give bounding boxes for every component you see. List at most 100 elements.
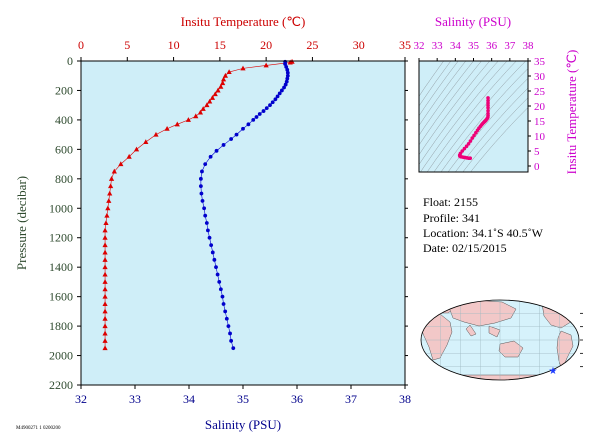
temperature-point [102,323,108,329]
temperature-point [107,190,113,196]
date-text: Date: 02/15/2015 [423,241,507,255]
isopycnal-curve [440,68,528,172]
temperature-point [133,146,140,152]
salinity-point [254,115,259,119]
ts-salinity-tick-label: 33 [432,40,444,52]
ts-point [462,146,467,151]
temperature-point [104,212,110,218]
salinity-point [273,97,278,102]
temperature-point [102,345,108,351]
salinity-tick-label: 38 [399,392,411,406]
salinity-point [200,169,204,174]
temperature-point [287,59,293,65]
temperature-point [103,220,109,225]
temperature-point [200,106,206,111]
salinity-point [226,324,231,328]
pressure-tick-label: 800 [55,172,73,186]
profile-plot-ticks: 0200400600800100012001400160018002000220… [49,38,411,406]
temperature-point [220,76,227,82]
isopycnal-curve [462,97,528,172]
temperature-tick-label: 5 [124,38,130,52]
pressure-axis-title: Pressure (decibar) [14,176,29,270]
temperature-point [240,65,246,71]
temperature-point [102,249,108,255]
ts-temperature-tick-label: 5 [534,146,540,158]
salinity-point [203,162,208,166]
temperature-point [102,315,108,321]
isopycnal-curve [426,61,517,172]
salinity-point [221,302,226,306]
map-asia [445,300,517,327]
map-graticule [421,300,579,380]
temperature-point [153,131,159,137]
temperature-point [102,242,108,248]
salinity-point [224,316,229,321]
ts-temperature-axis-title: Insitu Temperature (℃) [564,50,579,175]
temperature-axis-title: Insitu Temperature (℃) [181,14,306,29]
temperature-tick-label: 10 [168,38,180,52]
salinity-point [214,265,218,270]
profile-plot-background [81,61,405,385]
salinity-point [202,206,207,211]
ts-point [468,139,473,143]
ts-point [468,156,473,160]
profile-plot: 0200400600800100012001400160018002000220… [14,14,411,432]
ts-point [472,133,476,138]
temperature-point [102,227,108,233]
map-africa [421,313,453,361]
temperature-tick-label: 25 [306,38,318,52]
salinity-tick-label: 36 [291,392,303,406]
ts-diagram-series [457,96,490,160]
pressure-tick-label: 1400 [49,260,73,274]
salinity-point [208,154,213,159]
salinity-point [270,100,275,105]
pressure-tick-label: 1600 [49,290,73,304]
pressure-tick-label: 1200 [49,231,73,245]
salinity-point [215,272,220,277]
temperature-point [102,338,108,343]
temperature-point [108,176,115,181]
pressure-tick-label: 600 [55,142,73,156]
salinity-point [283,62,288,66]
temperature-point [126,153,132,159]
ts-salinity-axis-title: Salinity (PSU) [435,14,511,29]
isopycnal-curve [419,61,499,165]
float-location-marker: ★ [549,366,558,377]
temperature-point [102,264,108,270]
pressure-tick-label: 400 [55,113,73,127]
temperature-point [102,301,108,306]
location-text: Location: 34.1˚S 40.5˚W [423,226,544,240]
ts-temperature-tick-label: 15 [534,116,546,128]
temperature-point [185,117,191,122]
pressure-tick-label: 1000 [49,201,73,215]
ts-temperature-tick-label: 30 [534,71,546,83]
temperature-point [111,168,117,174]
temperature-tick-label: 30 [353,38,365,52]
salinity-tick-label: 35 [237,392,249,406]
salinity-point [277,91,282,96]
ts-salinity-tick-label: 32 [414,40,425,52]
pressure-tick-label: 0 [67,54,73,68]
salinity-point [261,109,266,113]
salinity-point [257,112,262,116]
temperature-point [102,271,108,277]
salinity-point [285,76,290,81]
ts-temperature-tick-label: 35 [534,56,546,68]
profile-number-text: Profile: 341 [423,211,480,225]
temperature-point [105,205,111,211]
salinity-point [284,64,289,69]
temperature-point [106,198,112,203]
ts-point [486,106,490,110]
salinity-point [214,148,219,153]
isopycnal-curve [419,61,467,126]
ts-salinity-tick-label: 38 [523,40,535,52]
ts-temperature-tick-label: 10 [534,131,546,143]
salinity-point [221,143,226,147]
ts-diagram-frame [418,60,529,173]
isopycnal-curve [419,61,452,107]
float-id-text: Float: 2155 [423,195,478,209]
temperature-point [212,91,218,97]
salinity-point [200,199,205,203]
ts-point [470,136,475,140]
salinity-point [228,331,232,336]
